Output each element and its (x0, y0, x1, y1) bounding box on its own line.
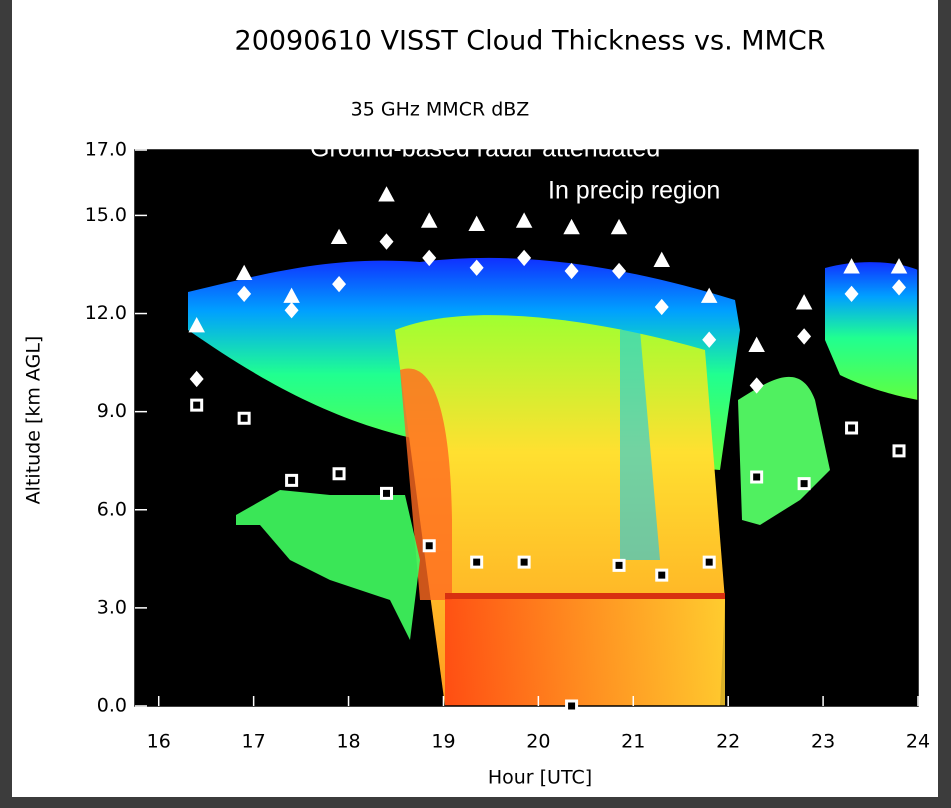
radar-streak (620, 330, 660, 560)
marker-triangle (890, 258, 908, 274)
marker-diamond (517, 249, 532, 267)
y-tick-label: 6.0 (97, 498, 127, 520)
marker-triangle (188, 317, 205, 333)
radar-bright-band (445, 593, 725, 599)
marker-square (237, 411, 251, 425)
marker-diamond (332, 275, 347, 293)
x-axis-label: Hour [UTC] (488, 767, 592, 789)
marker-diamond (749, 377, 764, 394)
chart-subtitle: 35 GHz MMCR dBZ (351, 99, 530, 121)
marker-diamond (702, 331, 717, 348)
marker-square (517, 555, 531, 569)
marker-diamond (612, 262, 627, 280)
x-tick-label: 21 (621, 731, 645, 753)
marker-triangle (700, 287, 718, 303)
marker-square (285, 473, 299, 487)
marker-diamond (469, 259, 484, 276)
marker-triangle (330, 228, 348, 245)
annotation: In precip region (548, 177, 720, 205)
marker-triangle (235, 264, 253, 281)
marker-diamond (654, 298, 669, 316)
marker-triangle (843, 258, 860, 274)
y-axis-label: Altitude [km AGL] (23, 336, 45, 505)
annotation: Ground-based radar attenuated (310, 135, 660, 163)
marker-diamond (189, 370, 204, 388)
y-tick-label: 15.0 (85, 204, 127, 226)
marker-triangle (653, 251, 671, 267)
marker-triangle (748, 336, 765, 352)
marker-diamond (379, 233, 394, 250)
y-tick-label: 0.0 (97, 695, 127, 717)
marker-triangle (420, 212, 438, 228)
marker-diamond (422, 249, 437, 267)
marker-square (565, 699, 579, 713)
marker-square (655, 568, 669, 582)
x-tick-label: 22 (716, 731, 740, 753)
y-tick-label: 12.0 (85, 302, 127, 324)
x-tick-label: 23 (811, 731, 835, 753)
marker-diamond (797, 328, 812, 345)
x-tick-label: 19 (431, 731, 455, 753)
marker-diamond (892, 279, 907, 296)
plot-frame (134, 149, 919, 707)
marker-square (332, 467, 346, 481)
marker-triangle (795, 294, 813, 310)
x-tick-label: 16 (147, 731, 171, 753)
marker-diamond (844, 285, 859, 303)
marker-diamond (284, 302, 299, 319)
marker-triangle (515, 212, 533, 228)
marker-square (470, 555, 484, 569)
y-tick-label: 9.0 (97, 400, 127, 422)
radar-low (236, 490, 420, 640)
marker-triangle (563, 218, 580, 235)
y-tick-label: 17.0 (85, 139, 127, 161)
radar-red (400, 368, 452, 600)
marker-triangle (468, 215, 485, 231)
marker-diamond (564, 262, 579, 280)
marker-triangle (378, 186, 395, 202)
chart-title: 20090610 VISST Cloud Thickness vs. MMCR (235, 26, 826, 57)
marker-square (422, 539, 436, 553)
marker-square (845, 421, 859, 435)
marker-square (702, 555, 716, 569)
marker-square (380, 486, 394, 500)
x-tick-label: 18 (336, 731, 360, 753)
x-tick-label: 20 (526, 731, 550, 753)
marker-square (892, 444, 906, 458)
marker-diamond (237, 285, 252, 303)
marker-square (190, 398, 204, 412)
x-tick-label: 24 (906, 731, 930, 753)
x-tick-label: 17 (242, 731, 266, 753)
marker-square (797, 477, 811, 491)
y-tick-label: 3.0 (97, 596, 127, 618)
marker-triangle (610, 218, 628, 235)
marker-square (750, 470, 764, 484)
radar-column (445, 595, 725, 706)
marker-square (612, 558, 626, 572)
